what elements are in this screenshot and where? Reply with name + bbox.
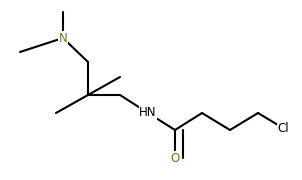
Text: O: O xyxy=(170,152,180,165)
Text: N: N xyxy=(59,31,67,44)
Text: Cl: Cl xyxy=(277,122,289,134)
Text: HN: HN xyxy=(139,107,157,120)
